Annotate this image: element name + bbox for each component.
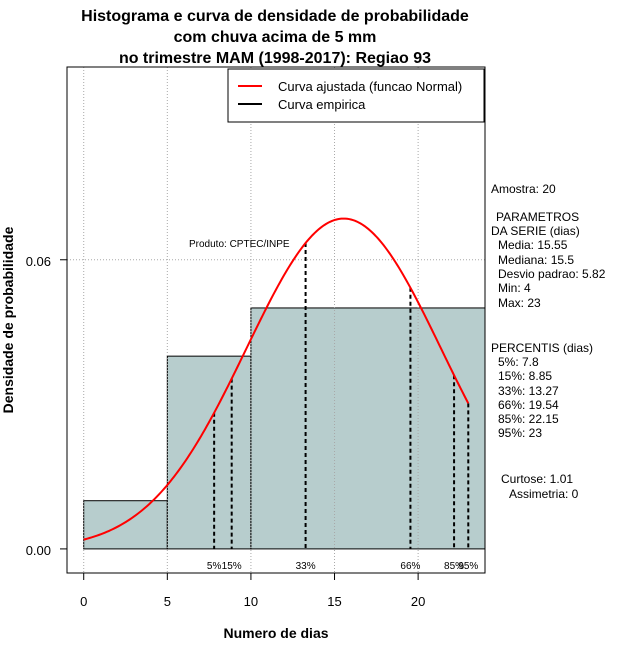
x-tick-label-0: 0	[80, 594, 87, 609]
plot-area	[67, 67, 485, 573]
percentile-label-2: 33%	[296, 561, 316, 572]
normal-fit-curve	[83, 217, 470, 541]
y-tick-label-1: 0.06	[26, 254, 51, 269]
title-line-3: no trimestre MAM (1998-2017): Regiao 93	[118, 50, 432, 67]
title-line-1: Histograma e curva de densidade de proba…	[81, 8, 469, 25]
percentile-label-0: 5%	[207, 561, 222, 572]
chart-title: Histograma e curva de densidade de proba…	[0, 6, 550, 69]
x-tick-label-3: 15	[327, 594, 341, 609]
percentile-label-1: 15%	[222, 561, 242, 572]
percentile-label-4: 85%	[444, 561, 464, 572]
y-axis-title: Densidade de probabilidade	[0, 226, 16, 413]
percentile-label-3: 66%	[400, 561, 420, 572]
histogram-bar-2	[250, 307, 485, 550]
title-line-2: com chuva acima de 5 mm	[173, 29, 377, 46]
legend-box	[227, 68, 485, 123]
percentile-label-5: 95%	[458, 561, 478, 572]
x-tick-label-1: 5	[164, 594, 171, 609]
x-tick-label-4: 20	[411, 594, 425, 609]
product-annotation: Produto: CPTEC/INPE	[189, 239, 290, 250]
percentile-labels: 5% 15% 33% 66% 85%95%	[207, 561, 478, 572]
legend-label-1: Curva empirica	[278, 97, 366, 112]
y-tick-label-0: 0.00	[26, 543, 51, 558]
histogram-bar-1	[166, 355, 252, 550]
x-axis-title: Numero de dias	[223, 625, 328, 641]
x-tick-label-2: 10	[244, 594, 258, 609]
histogram-bar-0	[83, 500, 168, 550]
legend-label-0: Curva ajustada (funcao Normal)	[278, 79, 462, 94]
